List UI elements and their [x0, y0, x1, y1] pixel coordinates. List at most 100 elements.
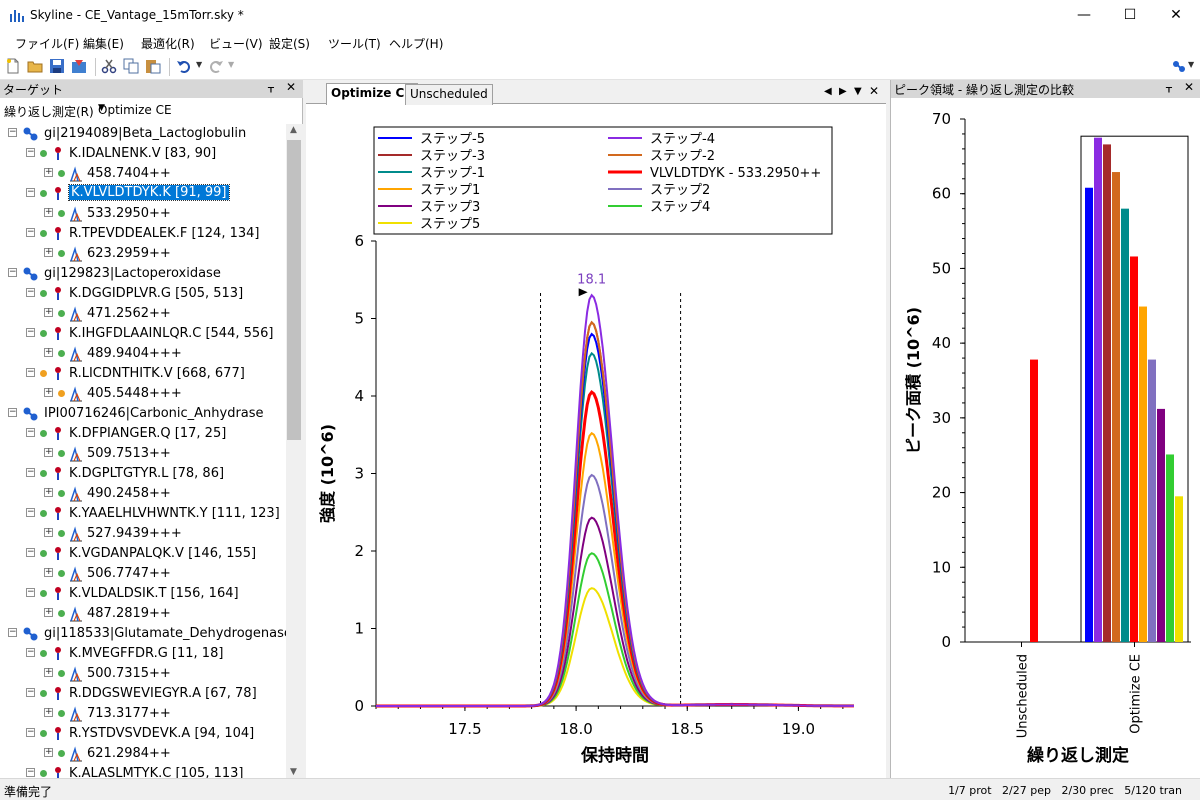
- tree-peptide-row[interactable]: − K.ALASLMTYK.C [105, 113]: [0, 764, 286, 778]
- pin-icon[interactable]: ᚁ: [268, 80, 274, 94]
- tree-peptide-row[interactable]: − K.DFPIANGER.Q [17, 25]: [0, 424, 286, 444]
- tree-precursor-row[interactable]: +458.7404++: [0, 164, 286, 184]
- undo-dropdown-arrow-icon[interactable]: ▼: [196, 60, 203, 69]
- collapse-icon[interactable]: −: [8, 267, 17, 277]
- tree-peptide-row[interactable]: − K.DGGIDPLVR.G [505, 513]: [0, 284, 286, 304]
- peak-area-bar[interactable]: [1121, 208, 1129, 642]
- peptide-label[interactable]: K.VGDANPALQK.V [146, 155]: [69, 546, 257, 561]
- collapse-icon[interactable]: −: [26, 507, 35, 517]
- precursor-label[interactable]: 527.9439+++: [87, 526, 182, 541]
- pin-icon[interactable]: ᚁ: [1166, 80, 1172, 94]
- peptide-label[interactable]: K.IHGFDLAAINLQR.C [544, 556]: [69, 326, 274, 341]
- tree-peptide-row[interactable]: − K.YAAELHLVHWNTK.Y [111, 123]: [0, 504, 286, 524]
- expand-icon[interactable]: +: [44, 347, 53, 357]
- peak-area-bar[interactable]: [1030, 359, 1038, 642]
- scrollbar-thumb[interactable]: [287, 140, 301, 440]
- tree-protein-row[interactable]: − IPI00716246|Carbonic_Anhydrase: [0, 404, 286, 424]
- chevron-down-icon[interactable]: ▼: [98, 103, 105, 113]
- tree-precursor-row[interactable]: +623.2959++: [0, 244, 286, 264]
- tree-protein-row[interactable]: − gi|129823|Lactoperoxidase: [0, 264, 286, 284]
- precursor-label[interactable]: 487.2819++: [87, 606, 171, 621]
- peptide-label[interactable]: K.VLDALDSIK.T [156, 164]: [69, 586, 239, 601]
- precursor-label[interactable]: 533.2950++: [87, 206, 171, 221]
- tree-peptide-row[interactable]: − K.MVEGFFDR.G [11, 18]: [0, 644, 286, 664]
- expand-icon[interactable]: +: [44, 247, 53, 257]
- tree-precursor-row[interactable]: +527.9439+++: [0, 524, 286, 544]
- redo-icon[interactable]: [208, 58, 224, 74]
- collapse-icon[interactable]: −: [8, 627, 17, 637]
- tab-scroll-left-icon[interactable]: ◀: [824, 86, 832, 97]
- cut-icon[interactable]: [101, 58, 117, 74]
- expand-icon[interactable]: +: [44, 487, 53, 497]
- collapse-icon[interactable]: −: [26, 147, 35, 157]
- tree-peptide-row[interactable]: − K.VLDALDSIK.T [156, 164]: [0, 584, 286, 604]
- expand-icon[interactable]: +: [44, 527, 53, 537]
- paste-icon[interactable]: [145, 58, 161, 74]
- peptide-label[interactable]: R.DDGSWEVIEGYR.A [67, 78]: [69, 686, 257, 701]
- protein-label[interactable]: gi|2194089|Beta_Lactoglobulin: [44, 126, 247, 141]
- redo-dropdown-arrow-icon[interactable]: ▼: [228, 60, 235, 69]
- expand-icon[interactable]: +: [44, 667, 53, 677]
- collapse-icon[interactable]: −: [26, 467, 35, 477]
- peptide-label[interactable]: K.VLVLDTDYK.K [91, 99]: [68, 184, 230, 201]
- precursor-label[interactable]: 506.7747++: [87, 566, 171, 581]
- menu-help[interactable]: ヘルプ(H): [389, 37, 444, 51]
- expand-icon[interactable]: +: [44, 447, 53, 457]
- collapse-icon[interactable]: −: [26, 587, 35, 597]
- collapse-icon[interactable]: −: [26, 327, 35, 337]
- maximize-button[interactable]: ☐: [1123, 7, 1137, 23]
- collapse-icon[interactable]: −: [26, 727, 35, 737]
- menu-settings[interactable]: 設定(S): [269, 37, 310, 51]
- peptide-dropdown-arrow-icon[interactable]: ▼: [1188, 60, 1195, 69]
- peptide-label[interactable]: R.TPEVDDEALEK.F [124, 134]: [69, 226, 260, 241]
- peak-area-bar[interactable]: [1157, 408, 1165, 642]
- expand-icon[interactable]: +: [44, 707, 53, 717]
- precursor-label[interactable]: 623.2959++: [87, 246, 171, 261]
- tab-close-icon[interactable]: ✕: [869, 84, 880, 98]
- collapse-icon[interactable]: −: [26, 547, 35, 557]
- protein-label[interactable]: gi|129823|Lactoperoxidase: [44, 266, 221, 281]
- precursor-label[interactable]: 500.7315++: [87, 666, 171, 681]
- precursor-label[interactable]: 405.5448+++: [87, 386, 182, 401]
- peptide-label[interactable]: K.YAAELHLVHWNTK.Y [111, 123]: [69, 506, 280, 521]
- tab-optimize-ce[interactable]: Optimize CE: [326, 83, 418, 105]
- menu-view[interactable]: ビュー(V): [209, 37, 263, 51]
- tree-precursor-row[interactable]: +489.9404+++: [0, 344, 286, 364]
- peak-area-bar[interactable]: [1139, 306, 1147, 642]
- peak-area-bar[interactable]: [1094, 137, 1102, 642]
- peak-area-close-icon[interactable]: ✕: [1184, 80, 1195, 94]
- expand-icon[interactable]: +: [44, 387, 53, 397]
- peptide-label[interactable]: K.ALASLMTYK.C [105, 113]: [69, 766, 244, 778]
- peak-area-bar[interactable]: [1148, 359, 1156, 642]
- tree-peptide-row[interactable]: − R.DDGSWEVIEGYR.A [67, 78]: [0, 684, 286, 704]
- expand-icon[interactable]: +: [44, 207, 53, 217]
- menu-edit[interactable]: 編集(E): [83, 37, 124, 51]
- new-icon[interactable]: [5, 58, 21, 74]
- peak-area-bar[interactable]: [1175, 496, 1183, 642]
- tree-precursor-row[interactable]: +500.7315++: [0, 664, 286, 684]
- peak-area-bar[interactable]: [1085, 187, 1093, 642]
- precursor-label[interactable]: 489.9404+++: [87, 346, 182, 361]
- tree-peptide-row[interactable]: − K.IDALNENK.V [83, 90]: [0, 144, 286, 164]
- tree-precursor-row[interactable]: +471.2562++: [0, 304, 286, 324]
- tree-precursor-row[interactable]: +621.2984++: [0, 744, 286, 764]
- tab-unscheduled[interactable]: Unscheduled: [405, 84, 493, 105]
- tree-peptide-row[interactable]: − K.IHGFDLAAINLQR.C [544, 556]: [0, 324, 286, 344]
- undo-icon[interactable]: [176, 58, 192, 74]
- tree-precursor-row[interactable]: +487.2819++: [0, 604, 286, 624]
- tree-precursor-row[interactable]: +713.3177++: [0, 704, 286, 724]
- publish-icon[interactable]: [71, 58, 87, 74]
- precursor-label[interactable]: 458.7404++: [87, 166, 171, 181]
- peptide-label[interactable]: K.DFPIANGER.Q [17, 25]: [69, 426, 227, 441]
- tree-precursor-row[interactable]: +533.2950++: [0, 204, 286, 224]
- tree-peptide-row[interactable]: − R.LICDNTHITK.V [668, 677]: [0, 364, 286, 384]
- expand-icon[interactable]: +: [44, 567, 53, 577]
- peptide-label[interactable]: K.IDALNENK.V [83, 90]: [69, 146, 217, 161]
- peak-area-chart[interactable]: 0 10 20 30 40 50 60 70 ピーク面積 (10^6) 繰り返し測定 Unsched…: [891, 98, 1200, 778]
- collapse-icon[interactable]: −: [8, 407, 17, 417]
- peptide-label[interactable]: K.DGGIDPLVR.G [505, 513]: [69, 286, 244, 301]
- menu-tools[interactable]: ツール(T): [328, 37, 381, 51]
- chromatogram-trace[interactable]: [376, 389, 854, 708]
- peptide-label[interactable]: K.DGPLTGTYR.L [78, 86]: [69, 466, 225, 481]
- collapse-icon[interactable]: −: [26, 367, 35, 377]
